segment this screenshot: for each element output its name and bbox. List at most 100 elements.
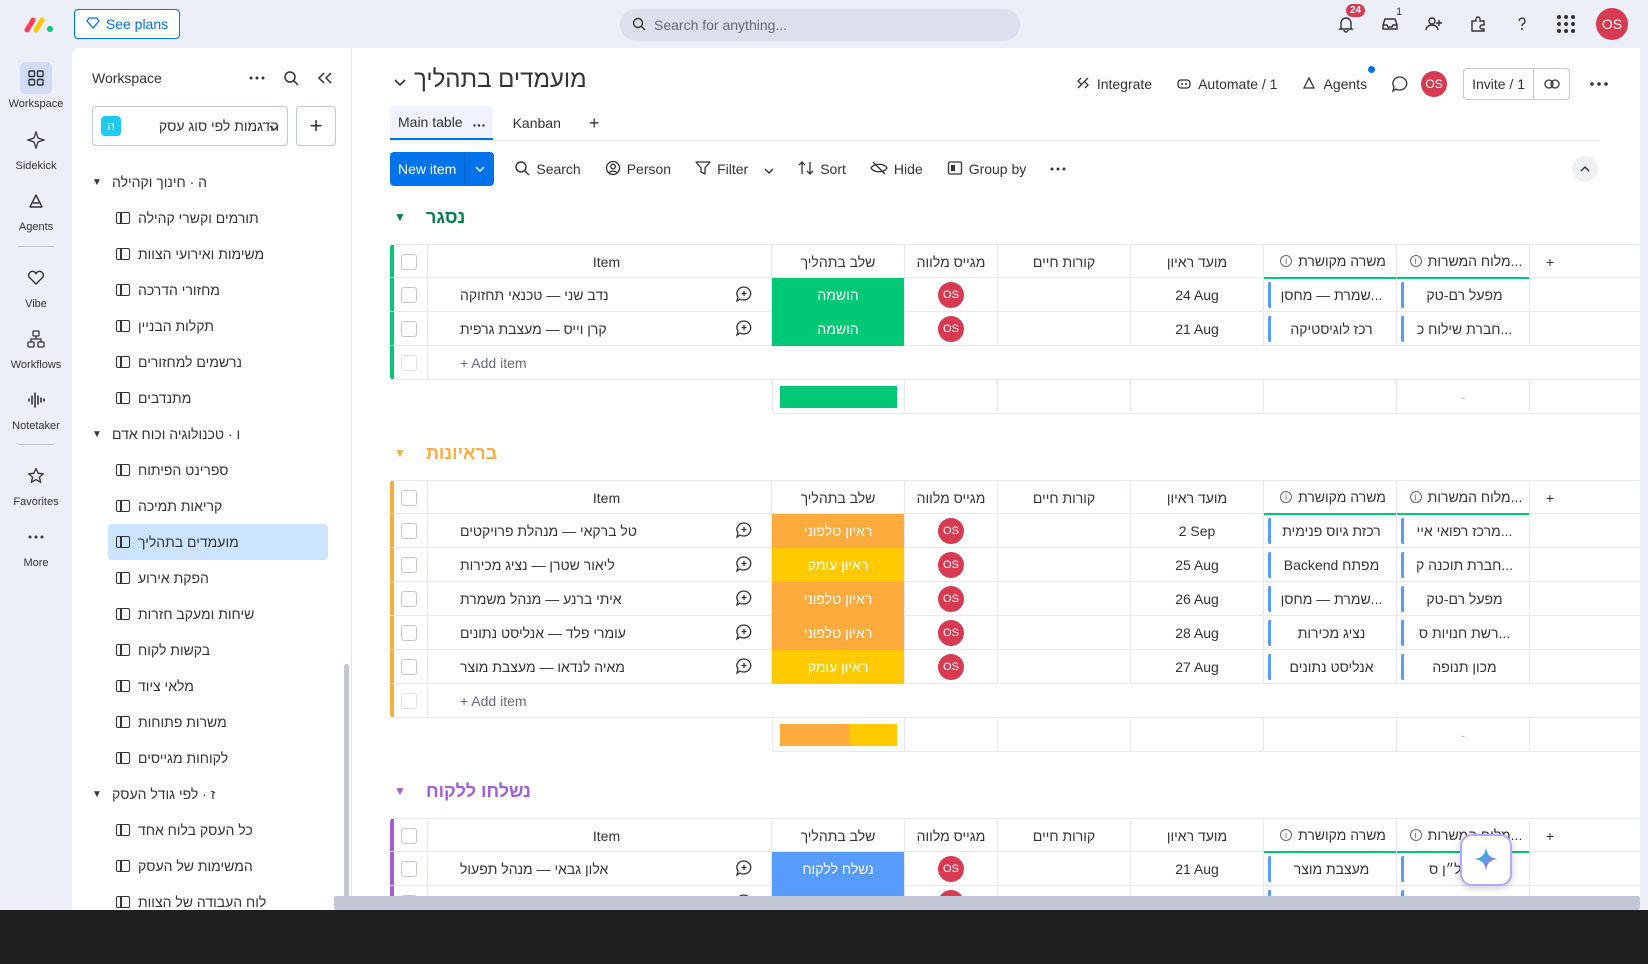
linked-position-cell[interactable]: רכזת גיוס פנימית xyxy=(1264,514,1397,548)
row-checkbox-cell[interactable] xyxy=(390,582,428,616)
board-more-icon[interactable] xyxy=(1578,68,1620,100)
automate-button[interactable]: Automate / 1 xyxy=(1164,68,1289,100)
cv-file-cell[interactable] xyxy=(998,312,1131,346)
add-column-button[interactable]: + xyxy=(1545,490,1555,506)
linked-item-chip[interactable]: רכז לוגיסטיקה xyxy=(1268,316,1392,342)
item-name-cell[interactable]: מאיה לנדאו — מעצבת מוצר xyxy=(428,650,772,684)
invite-button[interactable]: Invite / 1 xyxy=(1463,68,1570,100)
linked-item-chip[interactable]: ...חברת שילוח כ xyxy=(1401,316,1525,342)
rail-sidekick[interactable]: Sidekick xyxy=(0,124,72,172)
sidebar-board-item[interactable]: בקשות לקוח xyxy=(108,632,328,668)
column-header-position[interactable]: i משרה מקושרת xyxy=(1264,481,1397,515)
column-header-stage[interactable]: שלב בתהליך xyxy=(772,819,905,853)
stage-status-cell[interactable]: ראיון טלפוני xyxy=(772,616,905,650)
collapse-header-button[interactable] xyxy=(1572,156,1598,182)
add-update-icon[interactable] xyxy=(735,285,753,306)
rail-favorites[interactable]: Favorites xyxy=(0,460,72,508)
help-icon[interactable] xyxy=(1500,8,1544,40)
linked-item-chip[interactable]: ...מרכז רפואי איי xyxy=(1401,518,1525,544)
linked-item-chip[interactable]: ...שמרת — מחסן xyxy=(1268,586,1392,612)
group-header[interactable]: ▼ נשלחו ללקוח xyxy=(390,774,1640,808)
board-search-button[interactable]: Search xyxy=(502,152,592,186)
interview-date-cell[interactable]: 26 Aug xyxy=(1131,582,1264,616)
interview-date-cell[interactable]: 25 Aug xyxy=(1131,548,1264,582)
filter-button[interactable]: Filter xyxy=(683,152,786,186)
sidebar-board-item[interactable]: תקלות הבניין xyxy=(108,308,328,344)
interview-date-cell[interactable]: 24 Aug xyxy=(1131,278,1264,312)
ai-assistant-button[interactable] xyxy=(1460,834,1512,886)
copy-link-icon[interactable] xyxy=(1533,69,1569,99)
select-all-checkbox[interactable] xyxy=(390,481,428,515)
row-checkbox-cell[interactable] xyxy=(390,312,428,346)
interview-date-cell[interactable]: 2 Sep xyxy=(1131,514,1264,548)
row-checkbox-cell[interactable] xyxy=(390,514,428,548)
item-name[interactable]: טל ברקאי — מנהלת פרויקטים xyxy=(460,523,637,539)
add-item-row[interactable]: + Add item xyxy=(390,684,1640,718)
mirror-company-cell[interactable]: ...מרכז רפואי איי xyxy=(1397,514,1530,548)
interview-date-cell[interactable]: 21 Aug xyxy=(1131,312,1264,346)
sidebar-board-item[interactable]: המשימות של העסק xyxy=(108,848,328,884)
cv-file-cell[interactable] xyxy=(998,582,1131,616)
linked-item-chip[interactable]: מפעל רם-טק xyxy=(1401,282,1525,308)
linked-position-cell[interactable]: רכז לוגיסטיקה xyxy=(1264,312,1397,346)
tab-more-icon[interactable] xyxy=(472,114,485,130)
add-column-button[interactable]: + xyxy=(1545,828,1555,844)
sort-button[interactable]: Sort xyxy=(786,152,858,186)
tab-kanban[interactable]: Kanban xyxy=(505,106,569,140)
add-update-icon[interactable] xyxy=(735,859,753,880)
checkbox[interactable] xyxy=(400,254,417,270)
linked-position-cell[interactable]: אנליסט נתונים xyxy=(1264,650,1397,684)
linked-item-chip[interactable]: ...חברת תוכנה ק xyxy=(1401,552,1525,578)
column-header-item[interactable]: Item xyxy=(428,245,772,279)
sidebar-board-item[interactable]: ספרינט הפיתוח xyxy=(108,452,328,488)
checkbox[interactable] xyxy=(400,557,417,573)
stage-status-cell[interactable]: ראיון טלפוני xyxy=(772,582,905,616)
sidebar-board-item[interactable]: מתנדבים xyxy=(108,380,328,416)
linked-position-cell[interactable]: נציג מכירות xyxy=(1264,616,1397,650)
owner-cell[interactable]: OS xyxy=(905,548,998,582)
linked-item-chip[interactable]: נציג מכירות xyxy=(1268,620,1392,646)
tab-main-table[interactable]: Main table xyxy=(390,106,493,140)
column-header-cv[interactable]: קורות חיים xyxy=(998,481,1131,515)
owner-cell[interactable]: OS xyxy=(905,650,998,684)
sidebar-folder[interactable]: ▼ ז · לפי גודל העסק xyxy=(92,776,342,812)
add-update-icon[interactable] xyxy=(735,623,753,644)
column-header-cv[interactable]: קורות חיים xyxy=(998,245,1131,279)
new-item-button[interactable]: New item xyxy=(390,152,495,186)
linked-item-chip[interactable]: רכזת גיוס פנימית xyxy=(1268,518,1392,544)
add-item-input[interactable]: + Add item xyxy=(460,355,527,371)
stage-summary-cell[interactable] xyxy=(772,718,905,752)
column-header-company[interactable]: i ...מלוח המשרות xyxy=(1397,481,1530,515)
item-name[interactable]: מאיה לנדאו — מעצבת מוצר xyxy=(460,659,625,675)
hide-columns-button[interactable]: Hide xyxy=(858,152,935,186)
sidebar-board-item[interactable]: לקוחות מגייסים xyxy=(108,740,328,776)
group-header[interactable]: ▼ בראיונות xyxy=(390,436,1640,470)
owner-cell[interactable]: OS xyxy=(905,582,998,616)
interview-date-cell[interactable]: 28 Aug xyxy=(1131,616,1264,650)
rail-agents[interactable]: Agents xyxy=(0,185,72,233)
sidebar-folder[interactable]: ▼ ה · חינוך וקהילה xyxy=(92,164,342,200)
integrate-button[interactable]: Integrate xyxy=(1063,68,1164,100)
interview-date-cell[interactable]: 21 Aug xyxy=(1131,852,1264,886)
group-title[interactable]: נשלחו ללקוח xyxy=(426,780,531,801)
sidebar-scrollbar[interactable] xyxy=(344,664,349,904)
add-update-icon[interactable] xyxy=(735,555,753,576)
column-header-owner[interactable]: מגייס מלווה xyxy=(905,481,998,515)
workspace-selector[interactable]: הדגמות לפי סוג עסק ה xyxy=(92,106,288,146)
chevron-down-icon[interactable]: ▼ xyxy=(394,784,406,798)
column-header-stage[interactable]: שלב בתהליך xyxy=(772,481,905,515)
user-avatar[interactable]: OS xyxy=(1596,8,1628,40)
column-header-item[interactable]: Item xyxy=(428,481,772,515)
sidebar-board-item[interactable]: שיחות ומעקב חזרות xyxy=(108,596,328,632)
mirror-company-cell[interactable]: מפעל רם-טק xyxy=(1397,278,1530,312)
item-name[interactable]: נדב שני — טכנאי תחזוקה xyxy=(460,287,609,303)
more-options-icon[interactable] xyxy=(245,66,269,90)
board-title[interactable]: מועמדים בתהליך xyxy=(394,66,587,94)
cv-file-cell[interactable] xyxy=(998,650,1131,684)
stage-status-cell[interactable]: הושמה xyxy=(772,312,905,346)
stage-status-cell[interactable]: ראיון טלפוני xyxy=(772,514,905,548)
checkbox[interactable] xyxy=(400,625,417,641)
apps-puzzle-icon[interactable] xyxy=(1456,8,1500,40)
row-checkbox-cell[interactable] xyxy=(390,852,428,886)
sidebar-board-item[interactable]: מלאי ציוד xyxy=(108,668,328,704)
